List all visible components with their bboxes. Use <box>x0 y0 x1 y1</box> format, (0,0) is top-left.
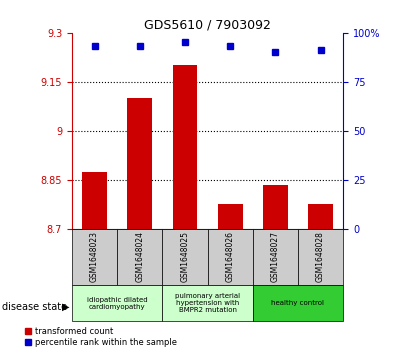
Text: pulmonary arterial
hypertension with
BMPR2 mutation: pulmonary arterial hypertension with BMP… <box>175 293 240 313</box>
Bar <box>298 229 343 285</box>
Text: GSM1648027: GSM1648027 <box>271 231 280 282</box>
Bar <box>162 285 253 321</box>
Bar <box>82 171 107 229</box>
Text: idiopathic dilated
cardiomyopathy: idiopathic dilated cardiomyopathy <box>87 297 148 310</box>
Title: GDS5610 / 7903092: GDS5610 / 7903092 <box>144 19 271 32</box>
Legend: transformed count, percentile rank within the sample: transformed count, percentile rank withi… <box>25 327 177 347</box>
Bar <box>253 229 298 285</box>
Bar <box>208 229 253 285</box>
Bar <box>72 229 117 285</box>
Bar <box>253 285 343 321</box>
Text: ▶: ▶ <box>62 302 69 312</box>
Text: GSM1648026: GSM1648026 <box>226 231 235 282</box>
Text: GSM1648025: GSM1648025 <box>180 231 189 282</box>
Bar <box>308 204 333 229</box>
Text: healthy control: healthy control <box>272 300 324 306</box>
Bar <box>127 98 152 229</box>
Bar <box>162 229 208 285</box>
Bar <box>173 65 197 229</box>
Bar <box>117 229 162 285</box>
Text: GSM1648024: GSM1648024 <box>135 231 144 282</box>
Text: GSM1648028: GSM1648028 <box>316 231 325 282</box>
Bar <box>72 285 162 321</box>
Text: GSM1648023: GSM1648023 <box>90 231 99 282</box>
Text: disease state: disease state <box>2 302 67 312</box>
Bar <box>218 204 242 229</box>
Bar <box>263 184 288 229</box>
